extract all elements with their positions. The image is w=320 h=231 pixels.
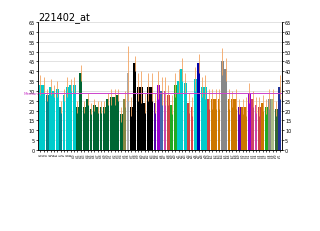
Bar — [79, 74, 82, 150]
Bar — [177, 82, 180, 150]
Bar — [231, 99, 234, 150]
Bar — [238, 107, 241, 150]
Bar — [211, 99, 214, 150]
Bar — [49, 88, 52, 150]
Bar — [130, 107, 133, 150]
Bar — [258, 107, 261, 150]
Bar — [110, 97, 113, 150]
Bar — [69, 86, 72, 150]
Bar — [100, 107, 102, 150]
Bar — [224, 70, 227, 150]
Bar — [278, 88, 281, 150]
Bar — [86, 99, 89, 150]
Bar — [275, 109, 278, 150]
Bar — [194, 80, 197, 150]
Bar — [234, 99, 237, 150]
Bar — [157, 86, 160, 150]
Bar — [56, 90, 59, 150]
Bar — [66, 88, 69, 150]
Bar — [265, 107, 268, 150]
Bar — [90, 109, 92, 150]
Bar — [46, 95, 49, 150]
Bar — [170, 105, 173, 150]
Bar — [187, 103, 190, 150]
Bar — [164, 91, 166, 150]
Bar — [167, 95, 170, 150]
Bar — [207, 99, 210, 150]
Bar — [143, 103, 146, 150]
Bar — [251, 99, 254, 150]
Bar — [160, 91, 163, 150]
Bar — [127, 74, 129, 150]
Bar — [52, 91, 55, 150]
Bar — [261, 103, 264, 150]
Bar — [116, 95, 119, 150]
Bar — [93, 105, 96, 150]
Bar — [106, 99, 109, 150]
Bar — [39, 86, 42, 150]
Bar — [113, 97, 116, 150]
Bar — [123, 99, 126, 150]
Bar — [63, 95, 65, 150]
Bar — [184, 84, 187, 150]
Text: Median: Median — [24, 91, 39, 95]
Bar — [244, 107, 247, 150]
Bar — [191, 107, 193, 150]
Bar — [204, 88, 207, 150]
Bar — [214, 99, 217, 150]
Bar — [59, 107, 62, 150]
Bar — [96, 107, 99, 150]
Bar — [241, 107, 244, 150]
Bar — [228, 99, 230, 150]
Bar — [150, 88, 153, 150]
Bar — [268, 99, 271, 150]
Bar — [133, 64, 136, 150]
Bar — [137, 88, 140, 150]
Bar — [218, 99, 220, 150]
Bar — [103, 107, 106, 150]
Bar — [154, 103, 156, 150]
Bar — [201, 88, 204, 150]
Bar — [140, 88, 143, 150]
Bar — [248, 94, 251, 150]
Bar — [120, 115, 123, 150]
Bar — [180, 70, 183, 150]
Bar — [197, 64, 200, 150]
Bar — [221, 62, 224, 150]
Text: 221402_at: 221402_at — [38, 12, 90, 23]
Bar — [255, 105, 257, 150]
Bar — [73, 86, 76, 150]
Bar — [147, 88, 150, 150]
Bar — [83, 107, 86, 150]
Bar — [271, 99, 274, 150]
Bar — [174, 86, 177, 150]
Bar — [76, 107, 79, 150]
Bar — [42, 86, 45, 150]
